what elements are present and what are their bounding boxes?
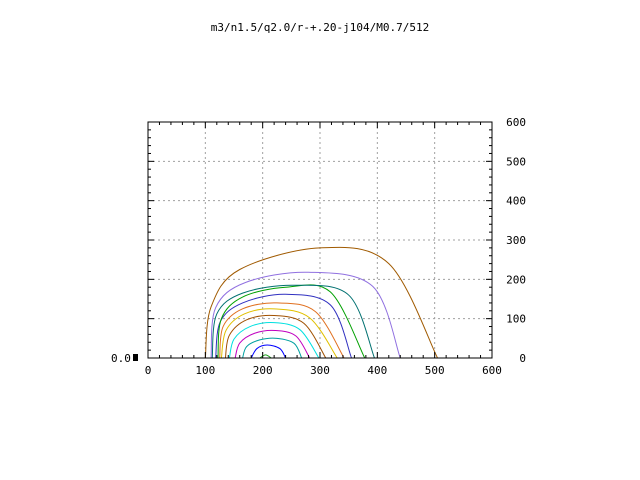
series-curve-4: [234, 329, 311, 359]
y-tick-label-right: 600: [506, 116, 526, 129]
y-tick-label-right: 200: [506, 273, 526, 286]
axis-ticks: [147, 121, 493, 359]
x-tick-label: 100: [195, 364, 215, 377]
series-curve-1: [259, 354, 272, 359]
x-tick-label: 0: [145, 364, 152, 377]
series-curve-2: [250, 344, 287, 359]
y-tick-label-right: 500: [506, 155, 526, 168]
tick-labels: 0 100 200 300 400 500 600 0 100 200 300 400 500 600: [145, 116, 526, 377]
series-curve-12: [210, 271, 401, 359]
curves: [204, 246, 438, 359]
series-curve-13: [204, 246, 438, 359]
chart-title: m3/n1.5/q2.0/r-+.20-j104/M0.7/512: [211, 21, 430, 34]
series-curve-5: [228, 322, 320, 359]
y-tick-label-right: 0: [519, 352, 526, 365]
series-curve-3: [242, 337, 303, 359]
series-curve-6: [224, 314, 327, 359]
grid: [148, 122, 492, 358]
y-left-label: 0.0: [111, 352, 131, 365]
x-tick-label: 400: [367, 364, 387, 377]
series-curve-11: [211, 284, 375, 359]
x-tick-label: 500: [425, 364, 445, 377]
y-left-marker: [133, 354, 138, 361]
y-tick-label-right: 100: [506, 313, 526, 326]
y-tick-label-right: 300: [506, 234, 526, 247]
series-curve-8: [219, 302, 345, 359]
x-tick-label: 300: [310, 364, 330, 377]
series-curve-10: [217, 284, 366, 359]
series-curve-7: [220, 308, 338, 359]
series-curve-9: [215, 293, 352, 359]
y-tick-label-right: 400: [506, 195, 526, 208]
x-tick-label: 200: [253, 364, 273, 377]
x-tick-label: 600: [482, 364, 502, 377]
